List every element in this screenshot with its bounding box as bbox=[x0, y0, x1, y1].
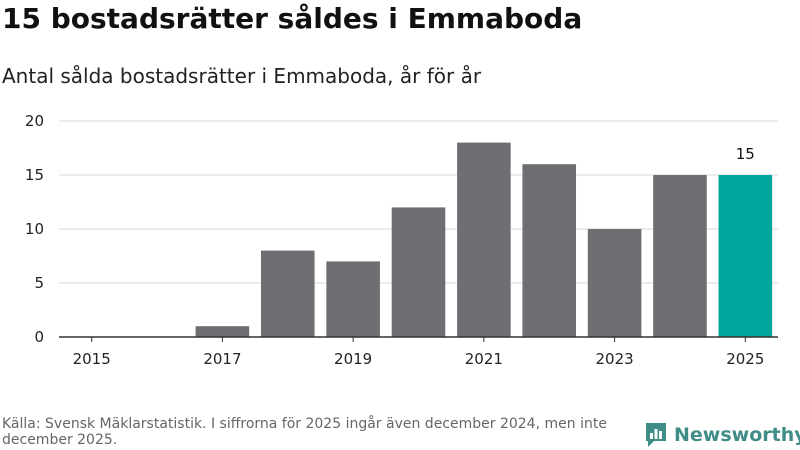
x-tick-label: 2015 bbox=[73, 350, 111, 368]
y-tick-label: 10 bbox=[25, 220, 44, 238]
brand-logo: Newsworthy bbox=[644, 420, 800, 450]
source-note: Källa: Svensk Mäklarstatistik. I siffror… bbox=[2, 416, 607, 448]
y-tick-label: 0 bbox=[34, 328, 44, 346]
bar bbox=[326, 261, 380, 337]
bar bbox=[195, 326, 250, 337]
y-tick-label: 5 bbox=[34, 274, 44, 292]
bar bbox=[653, 175, 707, 337]
chart-subtitle: Antal sålda bostadsrätter i Emmaboda, år… bbox=[2, 64, 482, 88]
brand-name: Newsworthy bbox=[674, 424, 800, 446]
bar bbox=[391, 207, 446, 337]
newsworthy-logo-icon bbox=[646, 423, 666, 447]
bar bbox=[457, 142, 511, 337]
bar-chart: 0 5 10 15 20 2015 2017 2019 2021 2023 2025 15 bbox=[25, 112, 778, 368]
x-tick-label: 2019 bbox=[334, 350, 372, 368]
bar bbox=[587, 229, 642, 337]
bar bbox=[522, 164, 577, 337]
chart-title: 15 bostadsrätter såldes i Emmaboda bbox=[2, 2, 583, 35]
y-tick-label: 20 bbox=[25, 112, 44, 130]
bar bbox=[718, 175, 773, 337]
x-tick-label: 2023 bbox=[595, 350, 633, 368]
y-tick-label: 15 bbox=[25, 166, 44, 184]
x-tick-label: 2017 bbox=[203, 350, 241, 368]
bar bbox=[260, 250, 315, 337]
x-tick-label: 2025 bbox=[726, 350, 764, 368]
data-label: 15 bbox=[736, 145, 755, 163]
x-tick-label: 2021 bbox=[465, 350, 503, 368]
